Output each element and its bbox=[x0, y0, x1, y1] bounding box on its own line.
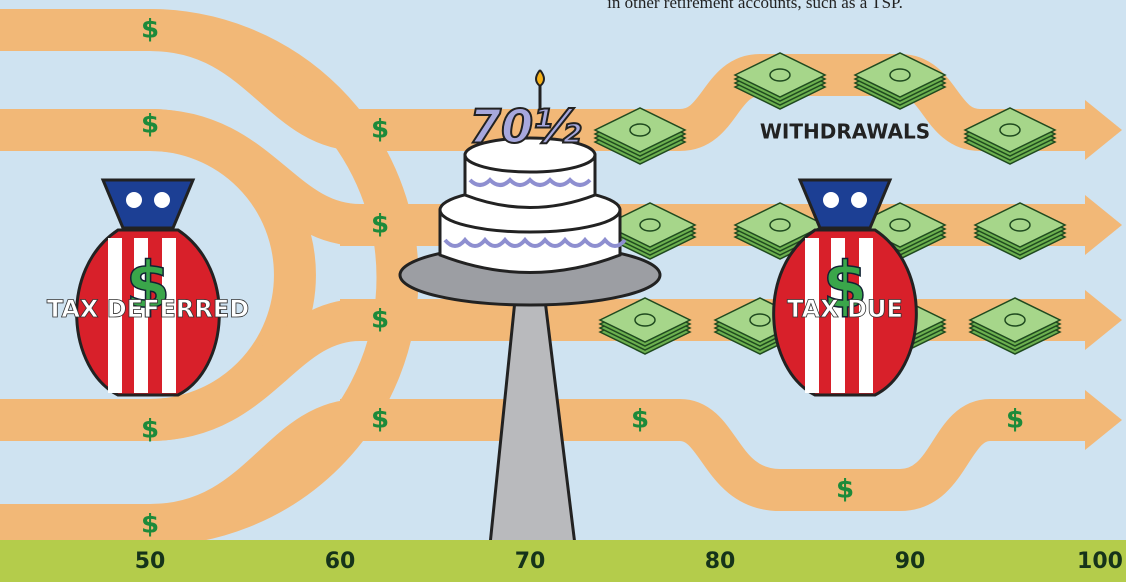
dollar-sign: $ bbox=[141, 415, 159, 445]
page: {"caption": "in other retirement account… bbox=[0, 0, 1126, 582]
age-bar bbox=[0, 540, 1126, 582]
age-label: 70 bbox=[515, 549, 546, 574]
dollar-sign: $ bbox=[141, 510, 159, 540]
age-label: 50 bbox=[135, 549, 166, 574]
age-label: 80 bbox=[705, 549, 736, 574]
dollar-sign: $ bbox=[836, 475, 854, 505]
dollar-sign: $ bbox=[371, 115, 389, 145]
cake-label: 70½ bbox=[469, 100, 581, 154]
dollar-sign: $ bbox=[631, 405, 649, 435]
bag-tax-deferred-label: TAX DEFERRED bbox=[47, 295, 249, 323]
withdrawals-label: WITHDRAWALS bbox=[760, 120, 930, 144]
age-label: 100 bbox=[1077, 549, 1123, 574]
illustration: 70½ $ TAX DEFERRED $ TAX DUE in other retir… bbox=[0, 0, 1126, 582]
candle-flame bbox=[536, 70, 544, 86]
bag-tax-due-label: TAX DUE bbox=[787, 295, 903, 323]
bag-star bbox=[823, 192, 839, 208]
age-label: 90 bbox=[895, 549, 926, 574]
dollar-sign: $ bbox=[371, 405, 389, 435]
age-label: 60 bbox=[325, 549, 356, 574]
dollar-sign: $ bbox=[141, 110, 159, 140]
dollar-sign: $ bbox=[1006, 405, 1024, 435]
bag-star bbox=[154, 192, 170, 208]
caption: in other retirement accounts, such as a … bbox=[607, 0, 903, 12]
dollar-sign: $ bbox=[141, 15, 159, 45]
bag-star bbox=[126, 192, 142, 208]
dollar-sign: $ bbox=[371, 305, 389, 335]
dollar-sign: $ bbox=[371, 210, 389, 240]
bag-star bbox=[851, 192, 867, 208]
